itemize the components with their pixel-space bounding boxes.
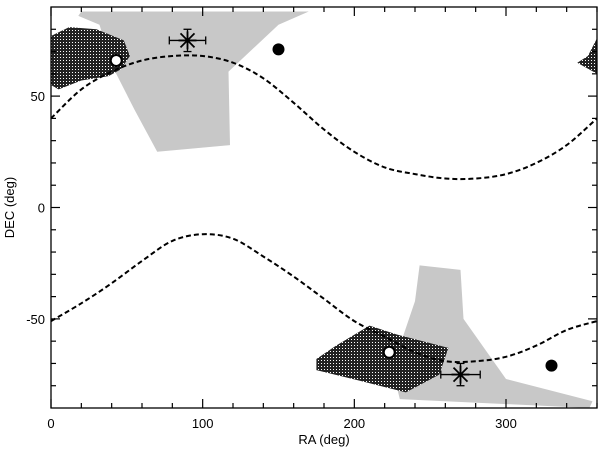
filled-circle-marker-4 — [545, 359, 558, 372]
x-tick-label: 100 — [192, 416, 214, 431]
star-marker-2 — [440, 362, 481, 387]
y-tick-label: 50 — [31, 89, 45, 104]
y-tick-label: 0 — [38, 201, 45, 216]
x-tick-label: 300 — [495, 416, 517, 431]
x-axis-title: RA (deg) — [298, 432, 349, 447]
open-circle-marker-6 — [382, 345, 396, 359]
x-tick-label: 0 — [47, 416, 54, 431]
dashed-curve-1 — [51, 54, 597, 181]
open-circle-marker-5 — [109, 53, 123, 67]
filled-circle-marker-3 — [272, 43, 285, 56]
star-marker-1 — [168, 28, 207, 53]
x-tick-label: 200 — [343, 416, 365, 431]
axes: 0 100 200 300 -50 0 50 — [26, 6, 598, 431]
gray-region-2 — [392, 265, 593, 408]
gray-region-1 — [78, 11, 309, 152]
hatched-region-1 — [51, 27, 130, 90]
y-axis-title: DEC (deg) — [2, 177, 17, 238]
hatched-region-3 — [316, 325, 449, 393]
dashed-curve-2 — [51, 233, 597, 364]
plot-area — [51, 11, 597, 408]
hatched-region-2 — [577, 38, 597, 74]
y-tick-label: -50 — [26, 312, 45, 327]
